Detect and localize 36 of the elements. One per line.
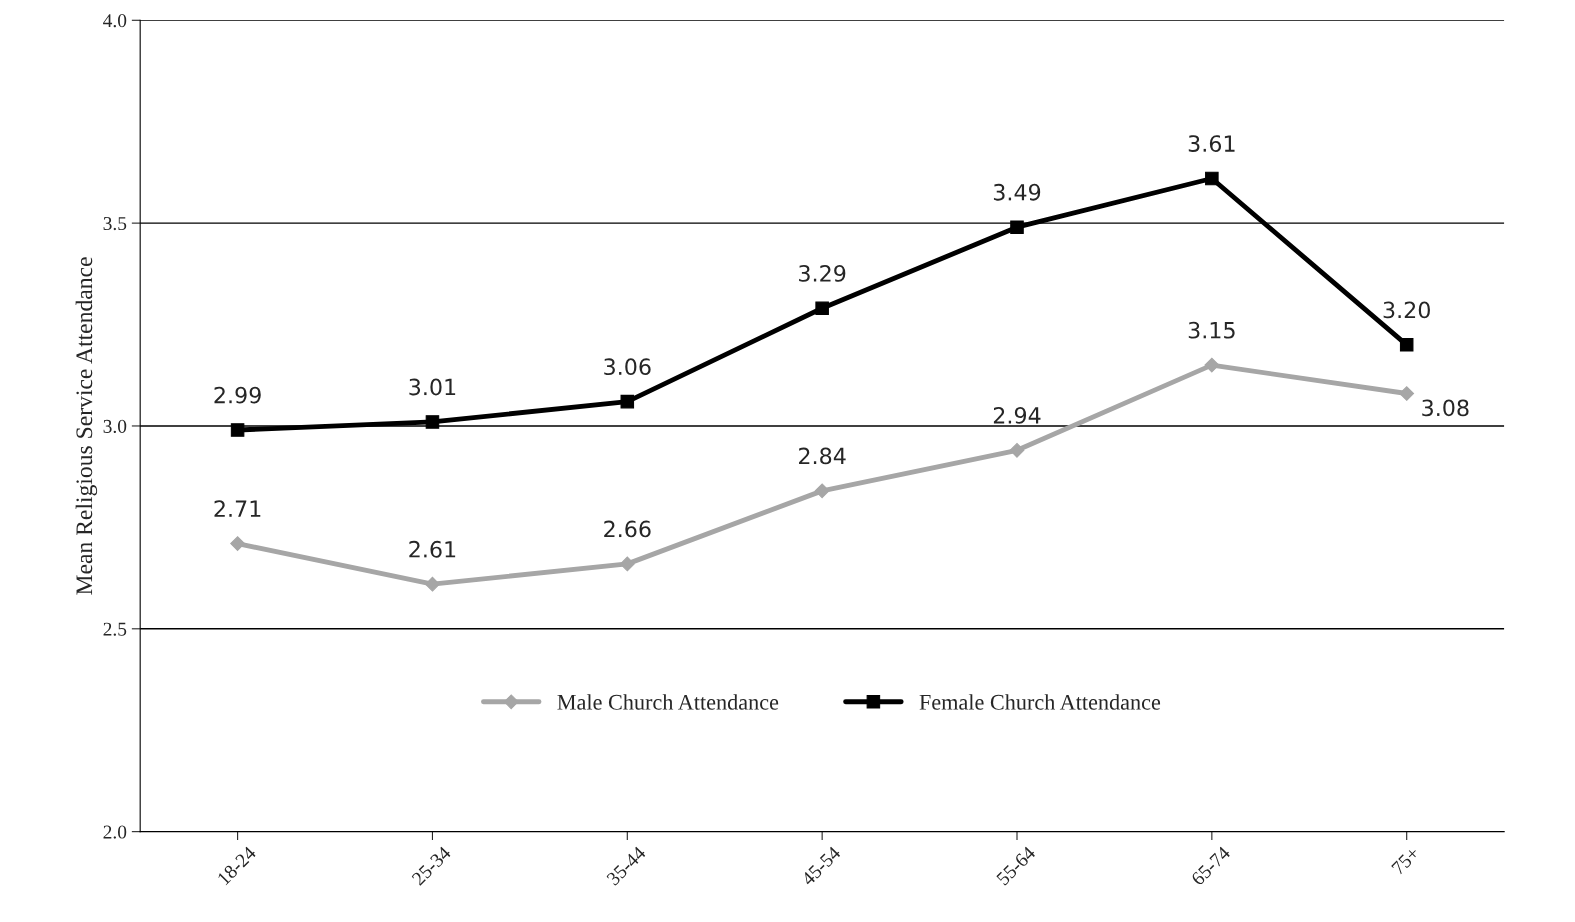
point	[230, 536, 245, 552]
data-label: 3.06	[604, 358, 651, 376]
data-label: 2.99	[214, 386, 261, 404]
point	[620, 394, 635, 409]
y-tick-label: 3.5	[103, 216, 127, 231]
data-label: 2.84	[799, 447, 846, 465]
y-axis-title: Mean Religious Service Attendance	[75, 257, 98, 595]
data-label: 3.20	[1383, 301, 1430, 319]
point	[1205, 171, 1219, 186]
point	[230, 423, 245, 437]
y-tick-label: 3.0	[103, 419, 127, 433]
x-tick-label: 75+	[1391, 846, 1421, 876]
point	[814, 483, 830, 499]
point	[815, 301, 829, 316]
y-tick-label: 2.0	[103, 825, 127, 839]
legend-label: Female Church Attendance	[919, 694, 1161, 710]
data-label: 3.01	[409, 378, 456, 396]
point	[425, 415, 440, 429]
point	[425, 576, 440, 592]
data-label: 2.66	[604, 520, 651, 538]
data-label: 3.61	[1188, 135, 1235, 152]
data-label: 3.08	[1422, 399, 1469, 417]
point	[1204, 357, 1220, 373]
data-label: 2.61	[409, 540, 456, 558]
data-label: 2.94	[993, 406, 1041, 424]
legend-label: Male Church Attendance	[557, 694, 779, 710]
data-label: 2.71	[214, 500, 261, 517]
y-tick-label: 2.5	[103, 622, 127, 636]
point	[1009, 442, 1025, 458]
point	[1010, 220, 1024, 234]
point	[1399, 338, 1414, 352]
data-label: 3.15	[1188, 321, 1235, 339]
y-tick-label: 4.0	[103, 14, 127, 28]
point	[1399, 386, 1415, 401]
data-label: 3.29	[799, 264, 846, 282]
data-label: 3.49	[993, 183, 1041, 201]
